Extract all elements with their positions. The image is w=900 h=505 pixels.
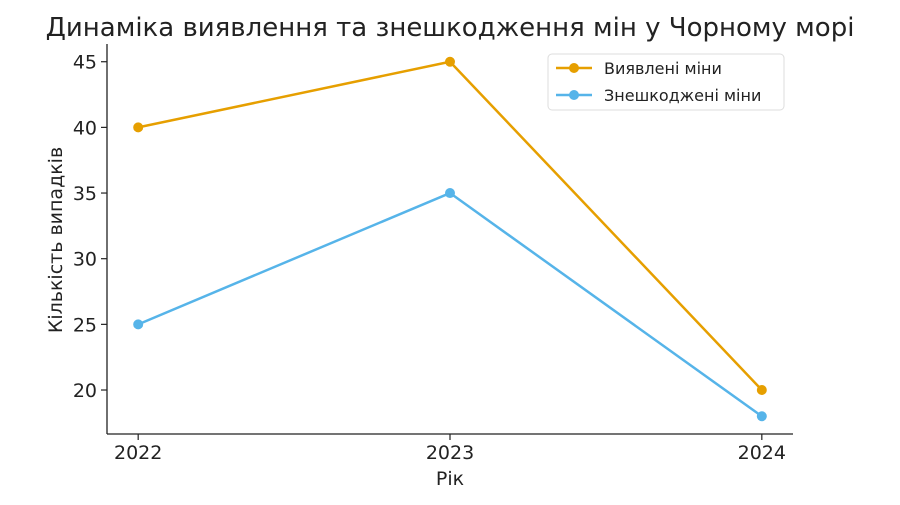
y-tick-label: 25 — [73, 314, 97, 336]
data-point — [756, 411, 767, 422]
x-tick-label: 2024 — [738, 442, 786, 464]
x-tick-label: 2023 — [426, 442, 474, 464]
data-point — [445, 188, 455, 199]
y-axis-label: Кількість випадків — [45, 147, 67, 333]
x-tick-label: 2022 — [114, 442, 162, 464]
data-point — [133, 122, 144, 133]
y-tick-label: 20 — [73, 380, 97, 402]
legend-box — [547, 53, 785, 111]
legend-marker — [569, 63, 579, 73]
series-line-0 — [137, 60, 763, 391]
data-point — [756, 385, 767, 396]
plot-area: 20 25 30 35 40 45 2022 2023 2024 — [73, 44, 793, 464]
legend-label: Знешкоджені міни — [604, 86, 761, 105]
x-axis-label: Рік — [436, 468, 464, 490]
series-line-1 — [137, 191, 763, 418]
data-point — [445, 56, 455, 67]
y-tick-label: 35 — [73, 183, 97, 205]
chart-title: Динаміка виявлення та знешкодження мін у… — [46, 13, 855, 43]
data-point — [133, 319, 144, 330]
y-tick-label: 30 — [73, 249, 97, 271]
y-tick-label: 40 — [73, 117, 97, 139]
legend-label: Виявлені міни — [604, 59, 722, 78]
legend: Виявлені міни Знешкоджені міни — [547, 53, 785, 111]
legend-marker — [569, 90, 579, 100]
y-tick-label: 45 — [73, 52, 97, 74]
